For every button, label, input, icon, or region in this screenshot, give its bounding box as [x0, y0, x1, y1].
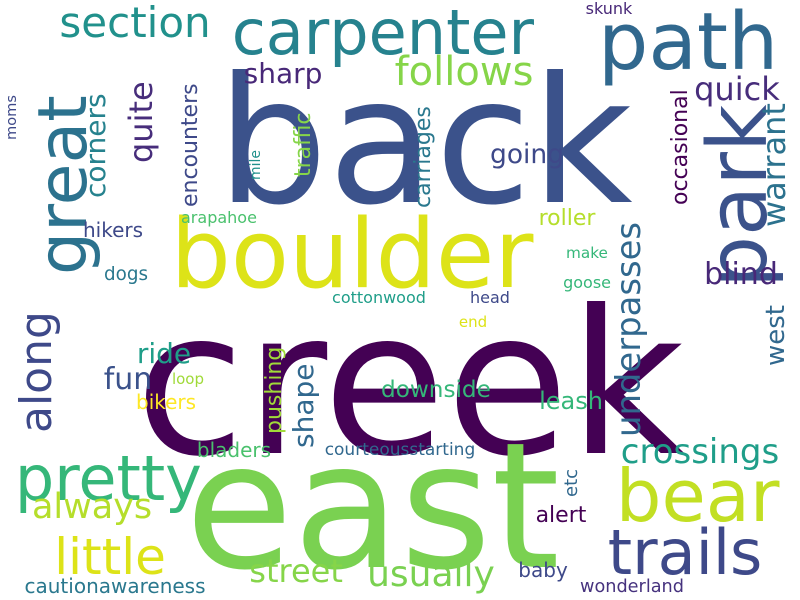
word-skunk: skunk — [585, 0, 633, 18]
word-moms: moms — [2, 94, 20, 140]
word-west: west — [761, 304, 791, 366]
word-section: section — [59, 0, 211, 47]
word-usually: usually — [367, 554, 495, 595]
word-pretty: pretty — [14, 442, 202, 515]
word-carriages: carriages — [411, 106, 436, 209]
word-east: east — [185, 406, 560, 600]
word-always: always — [31, 487, 153, 527]
word-encounters: encounters — [178, 83, 203, 207]
word-downside: downside — [381, 377, 491, 404]
word-back: back — [216, 41, 633, 244]
word-roller: roller — [538, 206, 596, 231]
word-courteousstarting: courteousstarting — [324, 440, 476, 460]
word-bear: bear — [615, 454, 780, 538]
word-quick: quick — [694, 70, 780, 108]
word-head: head — [470, 288, 510, 307]
word-leash: leash — [539, 387, 603, 415]
word-quite: quite — [122, 81, 160, 164]
word-wonderland: wonderland — [580, 576, 684, 597]
word-going: going — [490, 138, 565, 170]
word-along: along — [11, 311, 62, 434]
word-cottonwood: cottonwood — [332, 288, 426, 307]
word-bladers: bladers — [196, 438, 272, 462]
word-fun: fun — [103, 362, 153, 397]
word-boulder: boulder — [170, 200, 534, 310]
word-pushing: pushing — [262, 346, 287, 434]
word-underpasses: underpasses — [609, 221, 649, 437]
word-mile: mile — [248, 150, 265, 180]
word-sharp: sharp — [243, 57, 323, 90]
word-street: street — [249, 552, 343, 590]
word-creek: creek — [135, 268, 685, 501]
word-path: path — [598, 0, 779, 89]
word-arapahoe: arapahoe — [181, 208, 257, 227]
word-end: end — [458, 313, 488, 331]
word-carpenter: carpenter — [231, 0, 535, 69]
word-dogs: dogs — [104, 263, 149, 285]
word-corners: corners — [79, 93, 112, 198]
word-goose: goose — [563, 273, 611, 292]
word-make: make — [566, 244, 608, 263]
word-baby: baby — [518, 558, 568, 582]
word-shape: shape — [287, 363, 320, 449]
word-loop: loop — [171, 370, 204, 388]
word-blind: blind — [704, 257, 778, 292]
word-hikers: hikers — [83, 218, 144, 242]
word-crossings: crossings — [620, 432, 780, 472]
word-ride: ride — [136, 337, 192, 370]
word-follows: follows — [394, 49, 534, 95]
word-traffic: traffic — [291, 112, 316, 178]
word-cautionawareness: cautionawareness — [24, 574, 206, 598]
word-bikers: bikers — [136, 390, 197, 414]
word-alert: alert — [535, 503, 587, 528]
word-warrant: warrant — [755, 102, 793, 227]
word-occasional: occasional — [668, 89, 693, 206]
word-little: little — [54, 528, 166, 586]
word-etc: etc — [561, 468, 582, 497]
word-trails: trails — [607, 516, 763, 589]
